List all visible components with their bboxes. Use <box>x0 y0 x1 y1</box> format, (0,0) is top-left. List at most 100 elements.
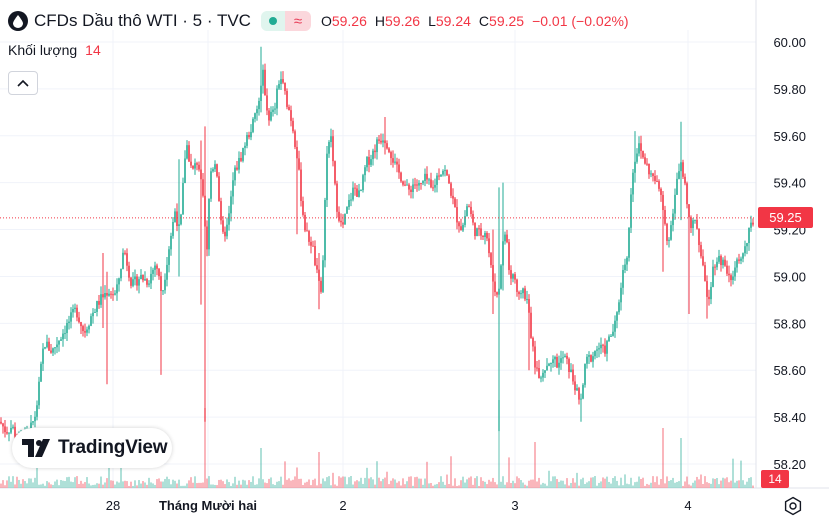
volume-bar <box>750 477 752 488</box>
volume-bar <box>248 480 250 488</box>
volume-bar <box>562 480 564 488</box>
candle-body <box>188 145 190 162</box>
candle-body <box>512 274 514 279</box>
candle-body <box>228 213 230 225</box>
candle-body <box>706 281 708 297</box>
price-axis[interactable]: 60.0059.8059.6059.4059.2059.0058.8058.60… <box>773 35 806 472</box>
volume-bar <box>306 481 308 488</box>
volume-bar <box>240 484 242 488</box>
candle-body <box>632 172 634 195</box>
volume-bar <box>274 485 276 488</box>
candle-body <box>312 245 314 247</box>
candle-body <box>466 206 468 217</box>
volume-bar <box>316 485 318 488</box>
volume-bar <box>722 477 724 488</box>
candle-body <box>590 355 592 362</box>
candle-body <box>58 340 60 345</box>
candle-body <box>178 224 180 226</box>
candle-body <box>356 188 358 197</box>
candle-body <box>86 329 88 333</box>
candle-body <box>456 207 458 223</box>
candle-body <box>454 198 456 208</box>
volume-bar <box>624 474 626 488</box>
volume-bar <box>216 485 218 488</box>
candle-body <box>446 170 448 176</box>
volume-bar <box>326 477 328 488</box>
volume-bar <box>748 477 750 488</box>
volume-bar <box>410 476 412 488</box>
volume-bar <box>598 482 600 488</box>
candle-body <box>628 227 630 258</box>
candle-body <box>50 350 52 353</box>
volume-bar <box>476 476 478 488</box>
candle-body <box>474 222 476 237</box>
volume-bar <box>672 477 674 488</box>
candle-body <box>266 95 268 111</box>
volume-bar <box>502 476 504 488</box>
volume-legend[interactable]: Khối lượng 14 <box>8 42 101 58</box>
candle-body <box>490 253 492 266</box>
volume-bar <box>490 481 492 488</box>
symbol-title[interactable]: CFDs Dầu thô WTI · 5 · TVC <box>34 11 251 30</box>
volume-bar <box>372 479 374 488</box>
candle-body <box>112 294 114 296</box>
candle-body <box>88 325 90 330</box>
volume-bar <box>244 480 246 488</box>
status-pill[interactable]: ≈ <box>260 11 311 31</box>
candle-body <box>670 225 672 240</box>
candle-body <box>246 135 248 146</box>
volume-bar <box>602 477 604 488</box>
candle-body <box>190 161 192 166</box>
candle-body <box>82 326 84 332</box>
volume-bar <box>668 481 670 488</box>
volume-bar <box>366 467 368 488</box>
candle-body <box>284 82 286 91</box>
gear-icon[interactable] <box>783 496 803 516</box>
volume-bar <box>24 481 26 488</box>
candle-body <box>34 416 36 422</box>
collapse-legend-button[interactable] <box>8 71 38 95</box>
candle-body <box>448 175 450 184</box>
volume-bar <box>584 483 586 488</box>
candle-body <box>614 320 616 332</box>
candle-body <box>644 157 646 164</box>
candle-body <box>424 173 426 182</box>
time-axis[interactable]: 28 Tháng Mười hai 2 3 4 <box>106 498 692 513</box>
volume-bar <box>252 476 254 488</box>
candle-body <box>480 228 482 236</box>
candle-body <box>238 157 240 170</box>
price-tick-label: 59.00 <box>773 269 806 284</box>
volume-bar <box>92 484 94 488</box>
candle-body <box>506 234 508 243</box>
volume-bar <box>136 485 138 488</box>
volume-bar <box>118 482 120 488</box>
candle-body <box>726 265 728 274</box>
candle-body <box>500 265 502 289</box>
volume-bar <box>260 448 262 488</box>
candle-body <box>504 234 506 242</box>
volume-bar <box>266 483 268 488</box>
candle-body <box>334 161 336 184</box>
volume-bar <box>706 482 708 488</box>
volume-bar <box>60 479 62 488</box>
tradingview-logo[interactable]: TradingView <box>12 428 172 468</box>
candle-body <box>436 175 438 185</box>
volume-bar <box>446 474 448 488</box>
volume-bar <box>100 476 102 488</box>
volume-bar <box>654 482 656 488</box>
volume-bar <box>352 484 354 488</box>
candle-body <box>268 110 270 121</box>
volume-bar <box>574 482 576 488</box>
volume-bar <box>170 484 172 488</box>
volume-bar <box>712 478 714 488</box>
candle-body <box>232 180 234 197</box>
candle-body <box>376 139 378 153</box>
candle-body <box>370 159 372 165</box>
volume-bar <box>498 400 500 488</box>
candle-body <box>314 245 316 266</box>
candle-body <box>332 136 334 162</box>
time-tick-label: 3 <box>511 498 518 513</box>
candle-body <box>498 288 500 295</box>
candle-body <box>570 369 572 373</box>
